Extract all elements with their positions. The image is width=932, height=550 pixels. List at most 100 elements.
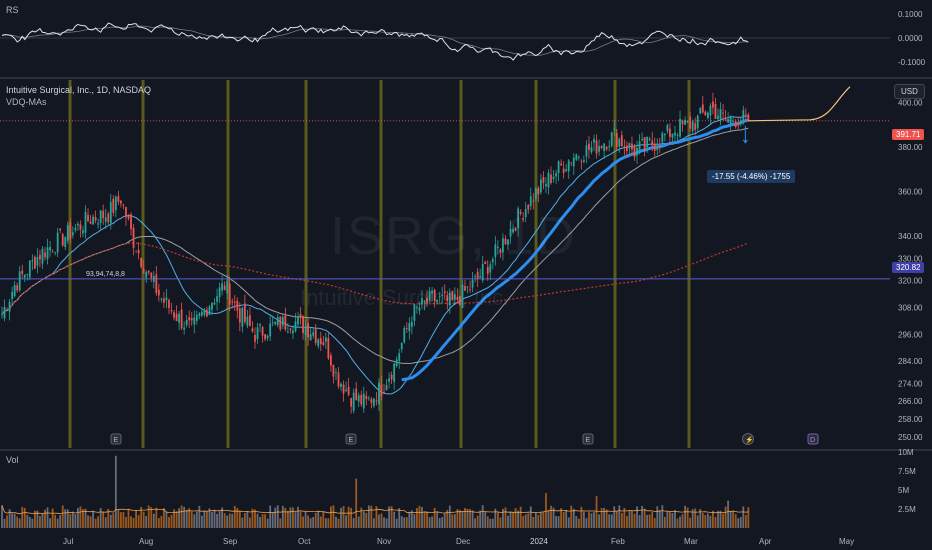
candle-body (631, 143, 633, 150)
candle-body (362, 393, 365, 409)
volume-bar (208, 508, 211, 528)
volume-bar (476, 515, 479, 528)
candle-body (423, 300, 426, 303)
volume-bars (1, 455, 750, 528)
candle-body (218, 287, 221, 298)
volume-bar (732, 510, 735, 528)
candle-body (170, 309, 173, 312)
volume-bar (367, 505, 370, 528)
candle-body (443, 291, 446, 294)
volume-bar (532, 516, 535, 528)
volume-bar (651, 511, 654, 528)
volume-bar (302, 516, 304, 528)
time-tick-3: Oct (298, 537, 311, 546)
volume-bar (352, 518, 355, 528)
volume-bar (737, 518, 740, 528)
volume-bar (539, 512, 542, 528)
volume-bar (565, 510, 568, 528)
candle-body (734, 121, 737, 127)
candle-body (476, 271, 479, 279)
candle-body (18, 271, 21, 291)
dividend-marker-label: D (810, 437, 815, 444)
time-tick-8: Mar (684, 537, 698, 546)
price-tick-5: 320.00 (898, 277, 923, 286)
volume-bar (499, 517, 502, 528)
candle-body (46, 247, 49, 260)
volume-bar (13, 513, 16, 528)
volume-bar (163, 508, 165, 528)
volume-bar (8, 509, 11, 528)
volume-bar (3, 518, 6, 528)
volume-bar (44, 509, 46, 528)
candle-body (388, 378, 390, 382)
volume-bar (109, 514, 112, 528)
candle-body (226, 280, 229, 294)
volume-bar (61, 505, 64, 528)
candle-body (54, 252, 57, 254)
ma-blue (401, 118, 749, 382)
candle-body (502, 238, 504, 253)
candle-body (175, 313, 178, 322)
volume-bar (615, 511, 618, 528)
candle-body (307, 323, 310, 338)
candle-body (489, 264, 492, 273)
volume-bar (94, 518, 97, 528)
volume-bar (218, 511, 221, 528)
candle-body (125, 206, 127, 218)
volume-bar (256, 513, 259, 528)
candle-body (469, 289, 471, 290)
candle-body (509, 228, 512, 237)
volume-bar (507, 515, 509, 528)
volume-bar (663, 516, 666, 528)
candle-body (704, 111, 707, 116)
candle-body (739, 120, 742, 124)
candle-body (195, 314, 198, 321)
candle-body (684, 119, 686, 125)
volume-bar (636, 506, 638, 528)
volume-bar (671, 512, 674, 528)
candle-body (56, 232, 59, 253)
candle-body (31, 260, 34, 262)
ma-gray (1, 127, 749, 365)
candle-body (481, 264, 484, 281)
volume-bar (509, 511, 512, 528)
volume-bar (236, 508, 239, 528)
volume-bar (64, 509, 67, 528)
candle-body (289, 328, 292, 330)
volume-bar (608, 514, 611, 528)
candle-body (395, 359, 398, 366)
volume-bar (378, 514, 380, 528)
candle-body (216, 296, 218, 302)
candle-body (256, 327, 259, 340)
candle-body (246, 316, 249, 326)
candle-body (87, 214, 89, 222)
candle-body (416, 307, 418, 308)
candle-body (431, 290, 433, 294)
candle-body (6, 309, 8, 311)
candle-body (610, 132, 613, 146)
candle-body (150, 272, 153, 278)
candle-body (542, 176, 545, 183)
candle-body (251, 328, 254, 332)
volume-bar (112, 513, 115, 528)
volume-bar (309, 518, 312, 528)
time-tick-5: Dec (456, 537, 470, 546)
candle-body (66, 225, 69, 241)
candle-body (550, 174, 552, 183)
volume-bar (286, 510, 289, 528)
volume-bar (213, 509, 216, 528)
candle-body (385, 385, 388, 391)
volume-bar (319, 516, 322, 528)
volume-bar (691, 509, 694, 528)
volume-bar (117, 509, 120, 528)
volume-bar (173, 509, 175, 528)
candle-body (441, 295, 444, 296)
candle-body (694, 123, 697, 130)
volume-bar (145, 516, 148, 528)
candle-body (727, 119, 730, 123)
volume-bar (137, 515, 140, 528)
currency-button[interactable]: USD (894, 84, 925, 99)
candle-body (97, 223, 100, 225)
candle-body (724, 117, 727, 120)
